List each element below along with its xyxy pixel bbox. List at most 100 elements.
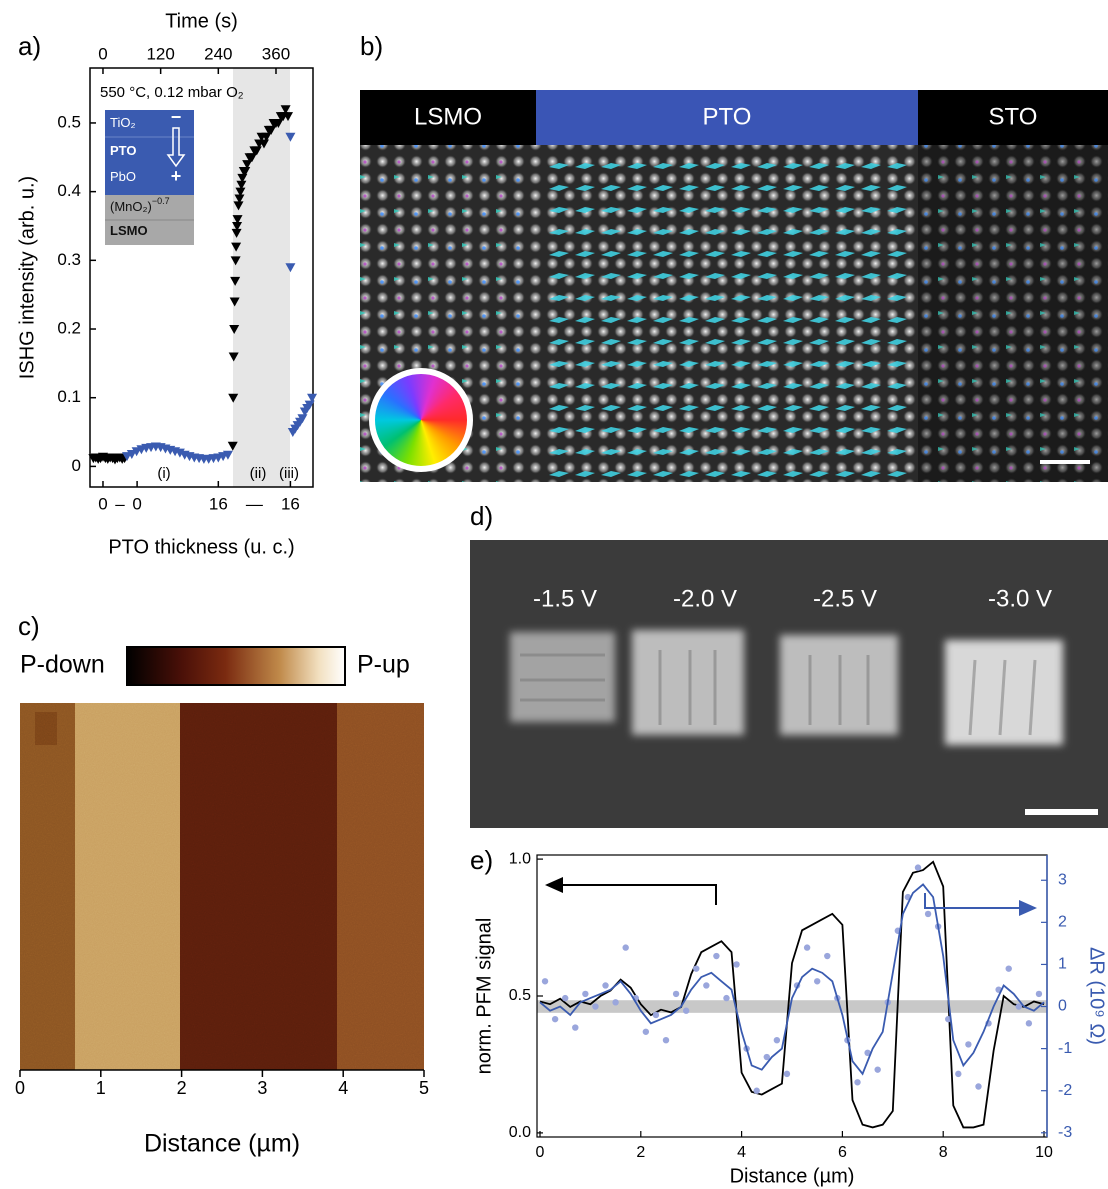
colorbar-label: P-up [357,651,410,679]
y2-tick-label: 2 [1058,914,1067,931]
data-dot [1035,990,1043,998]
inset-layer-text: PTO [110,143,137,158]
data-point [233,201,244,211]
y2-tick-label: -1 [1058,1040,1072,1057]
x-tick-separator: — [246,494,263,513]
y-tick-label: 0.5 [57,112,81,131]
x-tick-label: 0 [98,494,107,513]
y-tick-label: 0.4 [57,181,81,200]
x2-axis-label: Time (s) [165,10,238,32]
data-dot [592,1003,599,1010]
data-point [251,146,262,156]
data-point [222,450,233,460]
plot-frame [536,854,1048,1138]
data-dot [541,978,549,985]
data-dot [965,1041,972,1048]
data-dot [763,1053,770,1061]
phase-label: (iii) [279,465,299,482]
data-dot [723,994,730,1002]
region-label: STO [989,103,1038,130]
y2-tick-label: -2 [1058,1082,1072,1099]
polarization-arrow [166,127,186,168]
region-label: PTO [703,103,752,130]
data-dot [662,1036,670,1044]
inset-layer: PTO [110,143,137,158]
y2-tick-label: 0 [1058,998,1067,1015]
data-point [258,139,269,149]
x-tick-label: 8 [939,1144,948,1161]
plot-frame [89,67,314,488]
voltage-label: -2.5 V [813,585,877,612]
phase-shading [233,68,290,487]
data-dot [864,1049,871,1057]
data-dot [551,1015,559,1023]
inset-layer-text: LSMO [110,223,148,238]
data-dot [1005,965,1012,972]
phase-label: (i) [157,465,170,482]
data-point [297,414,308,424]
data-dot [814,978,821,985]
data-dot [783,1070,791,1078]
data-dot [562,994,569,1002]
region-label: LSMO [414,103,482,130]
inset-layer: (MnO₂)−0.7 [110,196,170,214]
data-dot [582,990,589,998]
data-point [230,276,241,286]
y-tick-label: 0 [72,456,81,475]
color-wheel [369,368,473,472]
y-axis-label: ISHG intensity (arb. u.) [16,176,38,379]
data-point [229,325,240,335]
data-dot [874,1066,881,1073]
data-dot [955,1070,962,1078]
data-dot [753,1087,760,1094]
data-point [280,105,291,115]
inset-layer: TiO₂ [110,115,136,130]
reference-band [537,1000,1047,1013]
y2-tick-label: -3 [1058,1124,1072,1141]
x-tick-label: 5 [419,1078,429,1098]
data-dot [693,965,700,972]
data-dot [773,1036,781,1044]
x-tick-label: 0 [15,1078,25,1098]
x-axis-label: Distance (µm) [730,1165,855,1187]
y-tick-label: 0.5 [509,987,531,1004]
data-point [231,242,242,252]
data-line [539,860,1045,1129]
charge-sign: + [171,166,182,186]
x-tick-label: 4 [338,1078,348,1098]
data-point [242,160,253,170]
data-point [283,112,294,122]
x-tick-separator: – [115,494,125,513]
phase-label: (ii) [250,465,267,482]
data-dot [824,952,831,960]
data-point [228,393,239,403]
x-tick-label: 1 [96,1078,106,1098]
data-point [240,167,251,177]
inset-layer-text: TiO₂ [110,115,136,130]
data-point [227,441,238,451]
data-point [232,215,243,225]
x-tick-label: 16 [281,494,300,513]
data-dot [975,1083,982,1090]
voltage-label: -2.0 V [673,585,737,612]
y2-tick-label: 1 [1058,956,1067,973]
x-axis-label: PTO thickness (u. c.) [108,536,294,558]
data-dot [924,910,932,918]
axis-pointer [545,877,717,905]
stem-image [360,90,1108,482]
data-point [261,132,272,142]
y2-tick-label: 3 [1058,871,1067,888]
y-tick-label: 0.1 [57,387,81,406]
data-dot [672,990,680,998]
voltage-label: -1.5 V [533,585,597,612]
annotation: 550 °C, 0.12 mbar O₂ [100,84,244,101]
data-point [231,228,242,238]
data-point [285,263,296,273]
data-dot [713,952,720,960]
data-dot [733,961,740,968]
colorbar-label: P-down [20,651,105,679]
x-tick-label: 0 [132,494,141,513]
x-tick-label: 2 [177,1078,187,1098]
data-point [229,297,240,307]
pfm-image [20,646,424,1070]
